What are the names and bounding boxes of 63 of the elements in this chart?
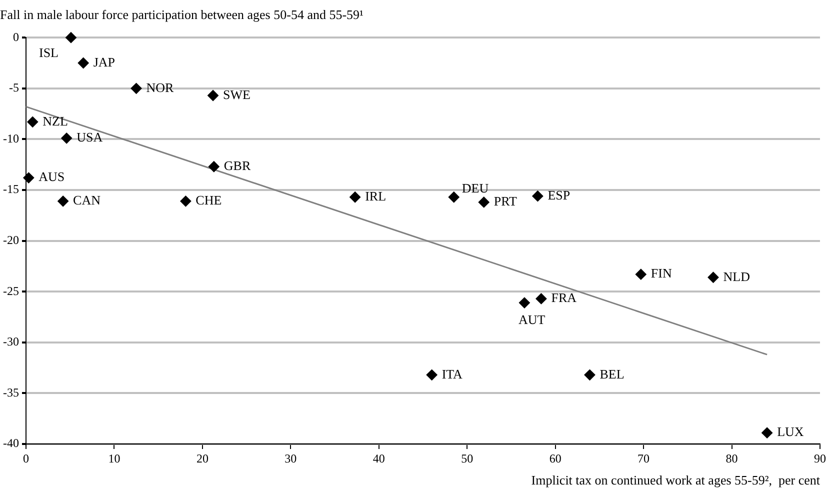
annotation: ITA (442, 366, 464, 382)
point (448, 192, 460, 203)
point (518, 297, 530, 308)
annotation: LUX (777, 424, 804, 440)
x-tick-label: 20 (196, 451, 208, 466)
y-tick-label: -10 (2, 131, 19, 146)
annotation: DEU (462, 180, 490, 196)
annotation: NOR (146, 80, 174, 95)
point (208, 161, 220, 172)
annotation: ESP (548, 188, 570, 203)
chart-title: Fall in male labour force participation between ages 50-54 and 55-59¹ (0, 7, 364, 22)
point (208, 90, 219, 102)
y-tick-label: -5 (8, 80, 19, 95)
y-tick-label: -20 (2, 232, 19, 247)
x-tick-label: 70 (638, 451, 650, 466)
x-tick-label: 0 (22, 451, 29, 466)
point (536, 293, 547, 304)
x-tick-label: 80 (726, 451, 738, 466)
annotation: AUS (38, 169, 65, 184)
y-tick-label: -15 (2, 182, 19, 196)
y-tick-label: -30 (2, 334, 19, 349)
annotation: CHE (196, 192, 222, 208)
annotation: IRL (365, 188, 386, 204)
point (180, 196, 192, 207)
point (635, 268, 646, 280)
y-tick-label: -35 (2, 385, 19, 400)
point (762, 427, 773, 438)
point (426, 369, 438, 380)
y-tick-label: 0 (12, 30, 19, 44)
annotation: FRA (551, 290, 578, 306)
x-tick-label: 50 (461, 451, 474, 466)
annotation: SWE (223, 86, 251, 102)
annotation: USA (76, 130, 104, 145)
annotation: AUT (518, 312, 546, 328)
y-tick-label: -40 (2, 436, 19, 450)
point (65, 32, 76, 44)
annotation: NLD (723, 268, 750, 284)
annotation: ISL (38, 45, 59, 60)
annotation: CAN (73, 192, 102, 208)
point (58, 196, 69, 207)
point (478, 196, 490, 208)
point (350, 192, 361, 203)
point (27, 116, 38, 128)
point (708, 272, 719, 283)
x-tick-label: 40 (372, 451, 385, 466)
annotation: NZL (42, 113, 68, 128)
point (61, 132, 72, 144)
x-axis-title: Implicit tax on continued work at ages 55-59², per cent (531, 472, 820, 488)
x-tick-label: 60 (549, 451, 562, 466)
x-tick-label: 10 (108, 451, 120, 466)
x-tick-label: 30 (284, 451, 297, 466)
annotation: BEL (600, 366, 624, 382)
annotation: JAP (93, 54, 116, 70)
annotation: FIN (650, 266, 672, 281)
point (532, 190, 544, 202)
annotation: GBR (224, 158, 251, 174)
y-tick-label: -25 (2, 284, 19, 298)
point (23, 172, 34, 184)
point (584, 369, 596, 380)
x-tick-label: 90 (814, 451, 826, 466)
annotation: PRT (494, 194, 517, 209)
point (130, 82, 142, 94)
point (78, 58, 89, 68)
